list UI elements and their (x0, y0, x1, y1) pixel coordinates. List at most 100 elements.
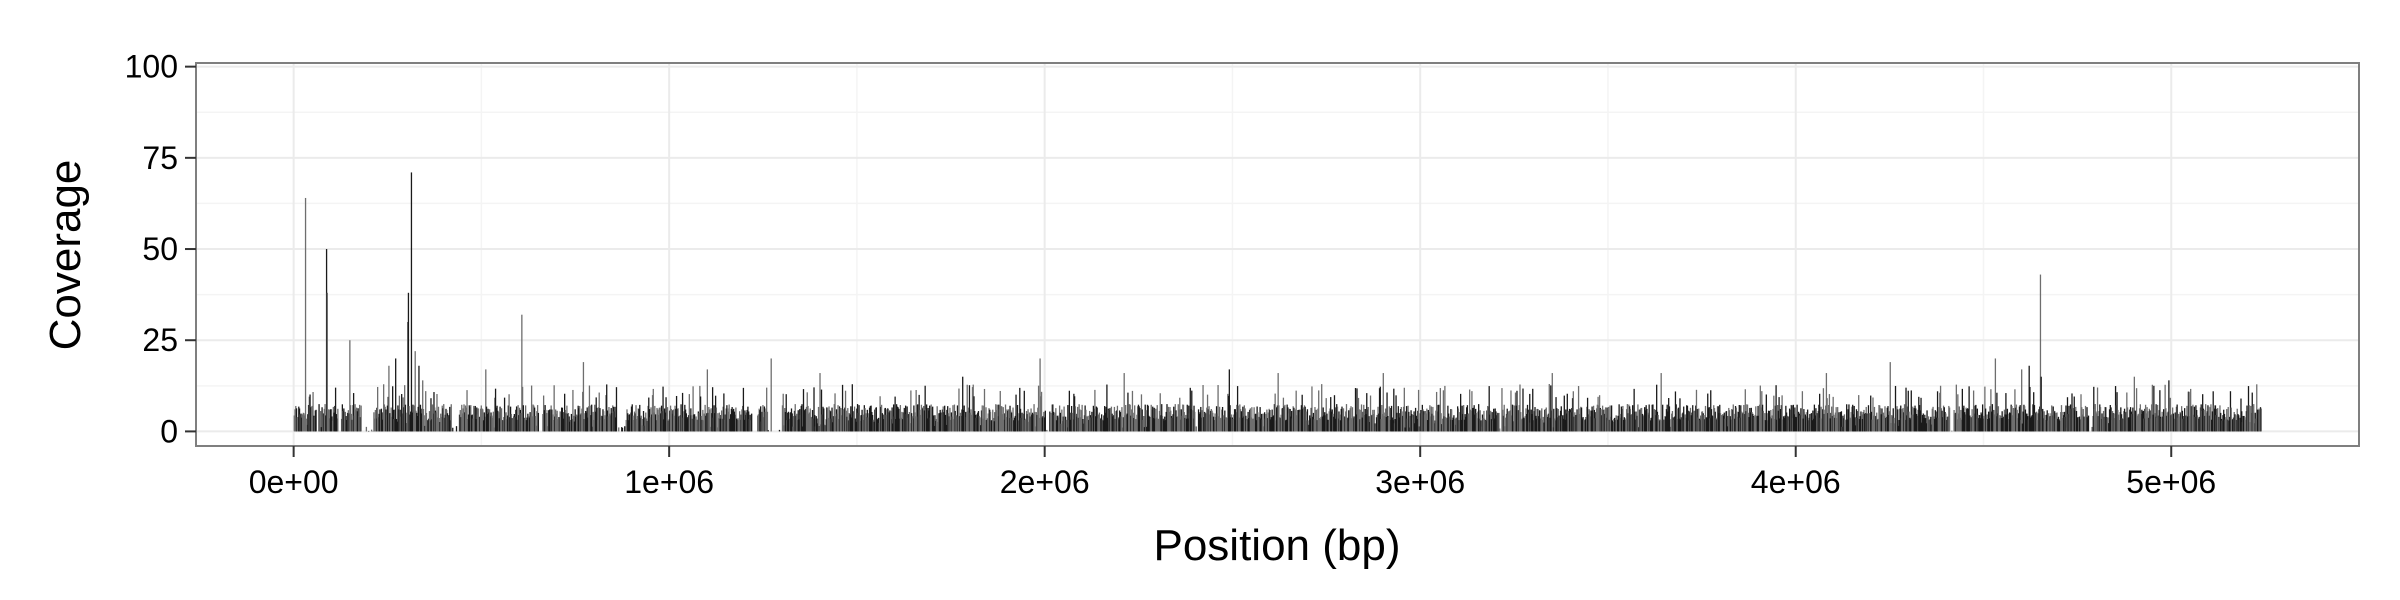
coverage-bar (2057, 418, 2059, 432)
coverage-bar (1143, 416, 1145, 432)
coverage-bar (2180, 413, 2182, 432)
coverage-bar (2135, 388, 2138, 432)
coverage-bar (352, 393, 355, 432)
coverage-bar (1457, 406, 1459, 432)
coverage-bar (1003, 419, 1005, 432)
coverage-bar (1425, 413, 1427, 432)
coverage-bar (1571, 398, 1574, 432)
coverage-bar (865, 413, 867, 432)
coverage-bar (1107, 408, 1110, 432)
coverage-bar (856, 404, 859, 432)
coverage-bar (1348, 410, 1350, 432)
coverage-bar (1914, 405, 1916, 432)
coverage-bar (2165, 415, 2168, 432)
coverage-bar (1508, 411, 1511, 432)
coverage-bar (2216, 408, 2218, 432)
coverage-bar (871, 414, 874, 432)
coverage-bar (597, 407, 600, 432)
coverage-bar (1560, 406, 1562, 432)
coverage-bar (1287, 407, 1289, 432)
coverage-bar (1043, 417, 1046, 432)
coverage-bar (1102, 420, 1104, 432)
coverage-bar (1305, 411, 1307, 432)
coverage-bar (1725, 411, 1727, 432)
coverage-bar (584, 413, 586, 432)
coverage-bar (705, 415, 707, 432)
coverage-bar (874, 409, 876, 432)
coverage-bar (1676, 408, 1678, 432)
coverage-bar (687, 415, 690, 432)
coverage-bar (860, 415, 862, 432)
coverage-bar (2112, 413, 2114, 432)
coverage-bar (2020, 419, 2022, 432)
coverage-bar (324, 404, 326, 432)
coverage-bar (602, 409, 604, 432)
coverage-bar (1318, 418, 1321, 432)
coverage-bar (1366, 409, 1369, 432)
coverage-bar (1390, 405, 1393, 432)
coverage-bar (2235, 419, 2238, 432)
coverage-bar (2201, 410, 2203, 432)
coverage-bar (1501, 388, 1503, 432)
coverage-bar (1397, 406, 1399, 432)
coverage-bar (497, 410, 499, 432)
coverage-bar (1600, 409, 1602, 432)
coverage-bar (511, 418, 513, 432)
coverage-bar (2206, 411, 2208, 432)
coverage-bar (603, 419, 606, 432)
coverage-bar (2168, 408, 2171, 432)
coverage-bar (722, 406, 724, 432)
coverage-bar (2023, 404, 2025, 432)
coverage-bar (354, 404, 356, 432)
coverage-bar (1888, 414, 1890, 432)
coverage-bar (1997, 406, 2000, 432)
coverage-bar (1378, 413, 1380, 432)
coverage-bar (1906, 415, 1908, 432)
coverage-bar (1625, 409, 1628, 432)
coverage-bar (1598, 405, 1600, 432)
coverage-bar (1940, 408, 1942, 432)
coverage-bar (1219, 418, 1221, 432)
coverage-bar (475, 419, 477, 432)
coverage-bar (1345, 411, 1347, 432)
coverage-bar (1948, 407, 1951, 432)
coverage-bar (968, 407, 970, 432)
coverage-bar (1892, 408, 1894, 432)
coverage-bar (1311, 386, 1313, 432)
coverage-bar (2081, 414, 2084, 432)
coverage-bar (1217, 385, 1219, 432)
coverage-bar (2241, 411, 2243, 432)
coverage-bar (1904, 419, 1906, 432)
coverage-bar (560, 411, 562, 432)
coverage-bar (1106, 384, 1108, 432)
coverage-bar (1831, 406, 1833, 432)
coverage-bar (668, 419, 670, 432)
coverage-bar (733, 411, 736, 432)
coverage-bar (2069, 404, 2072, 432)
coverage-bar (1469, 389, 1471, 432)
coverage-bar (1671, 411, 1674, 432)
coverage-bar (1430, 406, 1433, 432)
coverage-bar (2044, 415, 2046, 432)
coverage-bar (2025, 413, 2027, 432)
coverage-bar (2214, 408, 2216, 432)
coverage-bar (1276, 407, 1278, 432)
coverage-bar (1773, 418, 1776, 432)
coverage-bar (1616, 419, 1619, 432)
coverage-bar (1973, 413, 1976, 432)
coverage-bar (1720, 415, 1722, 432)
coverage-bar (1958, 406, 1960, 432)
coverage-bar (1331, 409, 1333, 432)
coverage-bar (2078, 416, 2081, 432)
coverage-bar (397, 405, 399, 432)
coverage-bar (794, 404, 796, 432)
coverage-bar (1450, 409, 1452, 432)
coverage-bar (558, 417, 560, 432)
coverage-bar (1764, 413, 1766, 432)
coverage-bar (757, 415, 759, 432)
coverage-bar (1850, 411, 1852, 432)
coverage-bar (1123, 373, 1125, 432)
coverage-bar (1492, 420, 1494, 432)
coverage-bar (751, 413, 753, 432)
coverage-bar (545, 412, 548, 432)
